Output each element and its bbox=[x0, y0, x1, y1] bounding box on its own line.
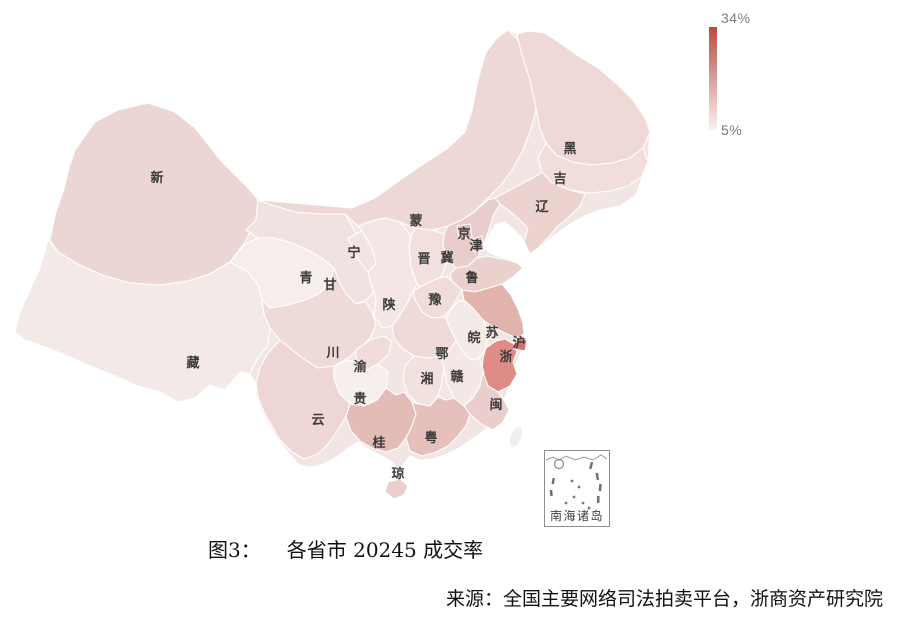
province-label-qinghai: 青 bbox=[299, 270, 312, 286]
province-label-fujian: 闽 bbox=[489, 397, 502, 413]
province-label-liaoning: 辽 bbox=[535, 200, 549, 215]
province-label-neimenggu: 蒙 bbox=[409, 213, 422, 229]
province-guangdong-shape bbox=[405, 396, 471, 457]
province-shanghai-shape bbox=[513, 337, 528, 352]
figure-number: 图3： bbox=[208, 538, 261, 562]
province-label-tibet: 藏 bbox=[186, 355, 199, 371]
province-label-shaanxi: 陕 bbox=[382, 297, 396, 313]
province-label-hebei: 冀 bbox=[440, 250, 453, 266]
province-label-yunnan: 云 bbox=[311, 413, 324, 428]
province-label-jiangsu: 苏 bbox=[485, 325, 498, 341]
province-label-jiangxi: 赣 bbox=[450, 369, 464, 385]
province-hainan-shape bbox=[384, 478, 409, 500]
province-jiangsu-shape bbox=[461, 283, 525, 339]
province-label-guangxi: 桂 bbox=[371, 435, 385, 451]
province-label-shanghai: 沪 bbox=[512, 335, 525, 351]
province-label-ningxia: 宁 bbox=[347, 245, 360, 261]
province-label-gansu: 甘 bbox=[323, 277, 336, 293]
province-label-hainan: 琼 bbox=[391, 466, 404, 482]
province-label-sichuan: 川 bbox=[325, 346, 339, 361]
figure-title: 各省市 20245 成交率 bbox=[286, 538, 484, 562]
legend-max-label: 34% bbox=[721, 10, 751, 26]
province-label-beijing: 京 bbox=[457, 226, 470, 242]
province-label-shanxi: 晋 bbox=[417, 252, 430, 267]
province-label-zhejiang: 浙 bbox=[499, 349, 512, 365]
province-label-jilin: 吉 bbox=[553, 172, 566, 187]
province-tibet-shape bbox=[14, 239, 271, 403]
province-ningxia-shape bbox=[347, 230, 377, 273]
source-note: 来源：全国主要网络司法拍卖平台，浙商资产研究院 bbox=[445, 588, 883, 610]
south-china-sea-inset: 南海诸岛 bbox=[544, 450, 610, 527]
province-yunnan-shape bbox=[255, 339, 351, 460]
province-label-hunan: 湘 bbox=[420, 371, 433, 387]
legend-gradient-bar bbox=[709, 27, 717, 135]
province-xinjiang-shape bbox=[49, 102, 259, 286]
province-liaoning-shape bbox=[494, 171, 586, 255]
province-label-hubei: 鄂 bbox=[435, 346, 448, 362]
figure-caption: 图3： 各省市 20245 成交率 bbox=[208, 534, 483, 563]
province-label-tianjin: 津 bbox=[469, 238, 482, 254]
taiwan-shape bbox=[508, 426, 524, 448]
inset-label: 南海诸岛 bbox=[549, 509, 604, 523]
province-beijing-shape bbox=[456, 223, 473, 240]
province-label-guizhou: 贵 bbox=[353, 391, 366, 407]
province-label-xinjiang: 新 bbox=[150, 170, 163, 186]
province-label-anhui: 皖 bbox=[467, 330, 480, 346]
province-fujian-shape bbox=[463, 371, 510, 431]
province-shaanxi-shape bbox=[357, 217, 418, 329]
province-tianjin-shape bbox=[471, 235, 485, 253]
province-label-chongqing: 渝 bbox=[353, 359, 367, 375]
province-label-shandong: 鲁 bbox=[465, 270, 478, 286]
province-label-heilongjiang: 黑 bbox=[563, 142, 576, 157]
inset-islands-graphic bbox=[545, 454, 608, 510]
legend-min-label: 5% bbox=[721, 122, 743, 138]
province-label-henan: 豫 bbox=[428, 292, 441, 308]
province-label-guangdong: 粤 bbox=[424, 430, 437, 446]
